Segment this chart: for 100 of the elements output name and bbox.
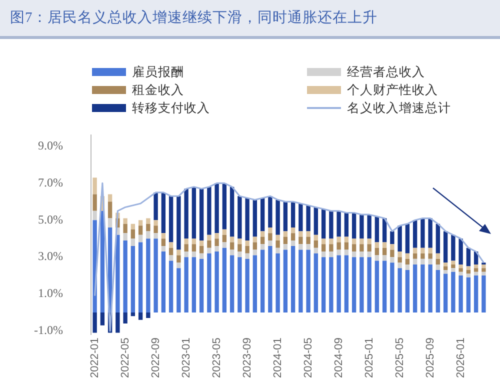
bar — [260, 231, 265, 237]
bar — [474, 276, 478, 312]
bar — [466, 266, 471, 270]
bar — [154, 233, 158, 239]
bar — [214, 233, 219, 239]
bar — [199, 258, 204, 312]
bar — [420, 258, 425, 264]
bar — [92, 194, 97, 211]
bar — [192, 244, 196, 252]
bar — [214, 252, 219, 312]
legend-label: 经营者总收入 — [347, 64, 425, 80]
bar — [116, 234, 120, 312]
bar — [451, 264, 456, 268]
bar — [398, 226, 402, 252]
bar — [360, 238, 364, 244]
bar — [466, 270, 471, 274]
bar — [276, 248, 280, 254]
bar — [207, 234, 212, 240]
bar — [466, 274, 471, 278]
bar — [428, 258, 432, 264]
bar — [298, 231, 303, 237]
chart-title: 图7：居民名义总收入增速继续下滑，同时通胀还在上升 — [0, 0, 500, 39]
y-tick-label: -1.0% — [34, 323, 63, 338]
bar — [321, 244, 326, 252]
bar — [474, 272, 478, 276]
bar — [458, 264, 463, 268]
bar — [252, 200, 258, 237]
bar — [314, 234, 318, 240]
bar — [336, 210, 341, 237]
legend-label: 转移支付收入 — [132, 100, 210, 116]
bar — [436, 258, 440, 264]
bar — [230, 242, 234, 250]
bar — [482, 268, 486, 272]
x-tick-label: 2023-09 — [241, 338, 254, 378]
bar — [192, 186, 196, 239]
bar — [161, 246, 166, 252]
bar — [451, 234, 456, 261]
bar — [451, 268, 456, 272]
bar — [130, 229, 136, 239]
bar — [176, 196, 181, 250]
bar — [390, 231, 394, 244]
bar — [176, 255, 181, 263]
bar — [168, 255, 174, 261]
bar — [130, 246, 136, 312]
x-tick-label: 2022-01 — [88, 338, 101, 378]
bar — [161, 233, 166, 239]
bar — [176, 250, 181, 256]
bar — [123, 224, 128, 234]
bar — [207, 186, 212, 235]
bar — [352, 257, 356, 312]
bar — [436, 264, 440, 270]
bar — [344, 242, 349, 250]
x-tick-label: 2022-05 — [119, 338, 132, 378]
bar — [390, 250, 394, 258]
bar — [344, 212, 349, 237]
bar — [458, 268, 463, 272]
bar — [207, 240, 212, 248]
bar — [458, 276, 463, 312]
bar — [123, 240, 128, 312]
bar — [367, 214, 372, 239]
bar — [276, 253, 280, 312]
bar — [382, 255, 387, 261]
bar — [161, 238, 166, 246]
bar — [184, 257, 188, 312]
bar — [214, 183, 219, 234]
bar — [321, 252, 326, 258]
bar — [374, 216, 380, 242]
bar — [398, 257, 402, 263]
bar — [306, 231, 310, 237]
bar — [290, 240, 296, 246]
bar — [321, 238, 326, 244]
bar — [405, 264, 410, 270]
bar — [176, 268, 181, 312]
bar — [451, 272, 456, 312]
bar — [260, 244, 265, 250]
bar — [245, 240, 250, 246]
bar — [298, 204, 303, 232]
bar — [161, 252, 166, 312]
bar — [123, 218, 128, 224]
bar — [314, 207, 318, 235]
bar — [138, 226, 143, 235]
bar — [116, 312, 120, 333]
bar — [458, 238, 463, 264]
bar — [276, 234, 280, 240]
y-tick-label: 7.0% — [38, 175, 63, 190]
bar — [474, 264, 478, 268]
bar — [290, 246, 296, 312]
bar — [245, 253, 250, 259]
bar — [283, 236, 288, 244]
bar — [108, 218, 112, 228]
bar — [184, 252, 188, 258]
bar — [436, 253, 440, 259]
bar — [306, 205, 310, 232]
bar — [230, 236, 234, 242]
bar — [92, 178, 97, 194]
bar — [184, 188, 188, 239]
bar — [382, 260, 387, 312]
bar — [367, 238, 372, 244]
bar — [108, 202, 112, 218]
bar — [207, 248, 212, 254]
